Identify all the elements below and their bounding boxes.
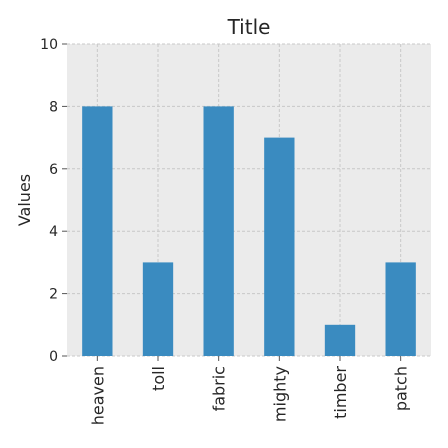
y-tick-label: 8: [49, 99, 58, 115]
bar-mighty: [264, 137, 295, 356]
x-axis-ticks: heaven toll fabric mighty timber patch: [88, 356, 411, 425]
y-axis-ticks: 0 2 4 6 8 10: [40, 37, 67, 365]
plot-background: [67, 44, 431, 356]
x-tick-label-fabric: fabric: [210, 366, 229, 411]
y-axis-label: Values: [15, 174, 34, 226]
x-tick-label-toll: toll: [149, 366, 168, 391]
y-tick-label: 2: [49, 287, 58, 303]
bar-fabric: [203, 106, 234, 357]
y-tick-label: 0: [49, 349, 58, 365]
bar-toll: [142, 262, 174, 356]
x-tick-label-timber: timber: [331, 366, 350, 419]
bars: [82, 106, 416, 357]
bar-heaven: [82, 106, 113, 357]
x-tick-label-mighty: mighty: [270, 366, 289, 422]
y-tick-label: 4: [49, 224, 58, 240]
y-tick-label: 6: [49, 162, 58, 178]
x-tick-label-patch: patch: [392, 366, 411, 411]
y-tick-label: 10: [40, 37, 58, 53]
x-tick-label-heaven: heaven: [88, 366, 107, 425]
chart-title: Title: [227, 15, 271, 39]
bar-timber: [324, 324, 356, 356]
bar-patch: [385, 262, 416, 356]
